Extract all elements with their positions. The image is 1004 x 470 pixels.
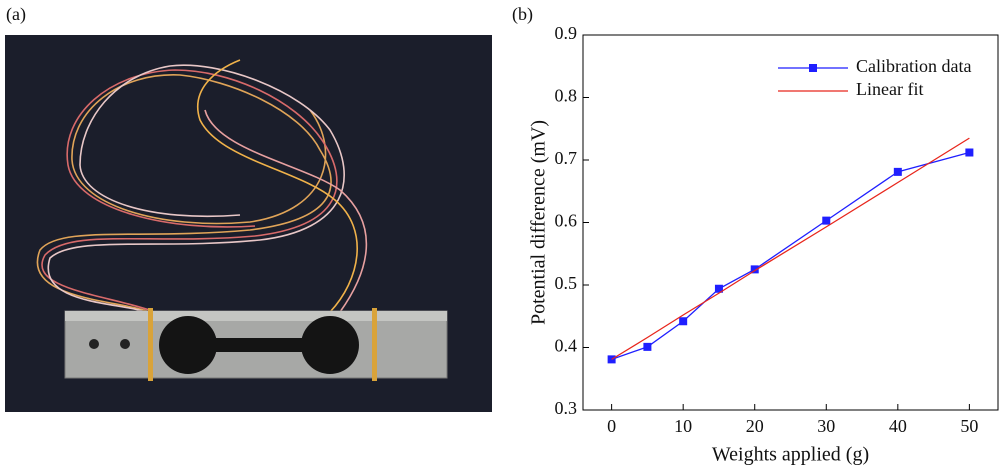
x-tick-label: 10 xyxy=(674,416,692,436)
cell-slot xyxy=(188,338,330,352)
x-tick-label: 30 xyxy=(817,416,835,436)
photo xyxy=(5,35,492,412)
bolt-hole xyxy=(120,339,130,349)
y-axis-title: Potential difference (mV) xyxy=(528,120,550,325)
data-point xyxy=(822,216,831,225)
x-tick-label: 20 xyxy=(746,416,764,436)
series-line xyxy=(611,137,970,360)
panel-label: (a) xyxy=(6,4,26,25)
legend-label: Calibration data xyxy=(856,56,971,76)
y-tick-label: 0.9 xyxy=(555,23,578,43)
band xyxy=(372,308,377,381)
wires xyxy=(36,59,368,313)
panel-label: (b) xyxy=(512,4,533,25)
legend-marker xyxy=(809,64,817,72)
x-axis-title: Weights applied (g) xyxy=(712,444,869,466)
data-point xyxy=(714,284,723,293)
y-tick-label: 0.3 xyxy=(555,398,578,418)
data-point xyxy=(750,265,759,274)
x-tick-label: 50 xyxy=(960,416,978,436)
series-line xyxy=(611,151,970,360)
load-cell-edge xyxy=(65,311,447,321)
x-tick-label: 40 xyxy=(889,416,907,436)
y-tick-label: 0.7 xyxy=(555,148,578,168)
band xyxy=(148,308,153,381)
legend-label: Linear fit xyxy=(856,79,923,99)
bolt-hole xyxy=(89,339,99,349)
y-tick-label: 0.4 xyxy=(555,336,578,356)
data-point xyxy=(893,167,902,176)
data-point xyxy=(679,317,688,326)
x-tick-label: 0 xyxy=(607,416,616,436)
data-point xyxy=(643,342,652,351)
y-tick-label: 0.6 xyxy=(555,211,578,231)
y-tick-label: 0.8 xyxy=(555,86,578,106)
data-point xyxy=(965,148,974,157)
y-tick-label: 0.5 xyxy=(555,273,578,293)
